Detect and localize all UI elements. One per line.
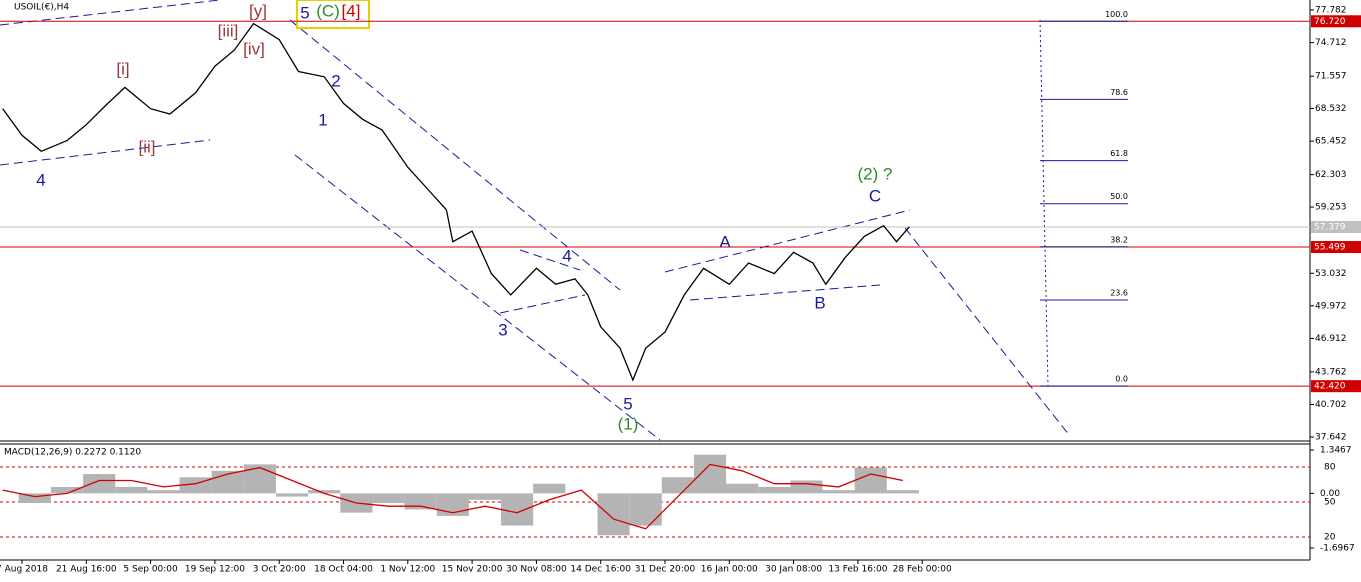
signal-line — [2, 463, 904, 530]
macd-bar — [404, 493, 437, 510]
wave-label: (C) — [316, 1, 340, 20]
macd-bar — [758, 486, 791, 494]
indicator-title: MACD(12,26,9) 0.2272 0.1120 — [4, 448, 141, 458]
y-tick-label: 68.532 — [1315, 104, 1347, 114]
x-tick-label: 15 Nov 20:00 — [442, 565, 503, 575]
fib-label: 61.8 — [1110, 149, 1128, 158]
y-tick-label: -1.6967 — [1320, 543, 1355, 553]
macd-bar — [50, 486, 84, 494]
y-tick-label: 77.782 — [1315, 5, 1347, 15]
y-tick-label: 43.762 — [1315, 367, 1347, 377]
macd-bar — [275, 493, 309, 497]
trend-lines — [0, 0, 1071, 441]
y-tick-label: 74.712 — [1315, 38, 1347, 48]
wave-label: 5 — [623, 394, 632, 413]
x-tick-label: 16 Jan 00:00 — [701, 565, 758, 575]
wave-label: C — [869, 186, 881, 205]
fib-label: 38.2 — [1110, 235, 1128, 244]
wave-label: B — [814, 293, 825, 312]
macd-bar — [501, 493, 534, 526]
x-tick-label: 28 Feb 00:00 — [893, 565, 952, 575]
wave-label: (2) ? — [858, 164, 893, 183]
x-tick-label: 13 Feb 16:00 — [828, 565, 887, 575]
wave-label: [iii] — [218, 21, 239, 40]
macd-bar — [886, 490, 919, 494]
wave-label: [y] — [249, 1, 267, 20]
macd-bar — [83, 474, 116, 494]
x-tick-label: 30 Jan 08:00 — [765, 565, 822, 575]
price-label: 42.420 — [1314, 382, 1346, 392]
x-tick-label: 19 Sep 12:00 — [185, 565, 245, 575]
x-tick-label: 31 Dec 20:00 — [635, 565, 696, 575]
wave-label: 2 — [331, 71, 340, 90]
x-tick-label: 3 Oct 20:00 — [253, 565, 306, 575]
macd-bar — [115, 486, 148, 494]
macd-bar — [147, 490, 180, 494]
fib-label: 100.0 — [1105, 10, 1128, 19]
macd-bar — [597, 493, 630, 536]
macd-bar — [372, 493, 405, 504]
y-tick-label: 59.253 — [1315, 203, 1347, 213]
wave-label: [4] — [342, 1, 361, 20]
y-tick-label: 71.557 — [1315, 72, 1347, 82]
y-tick-label: 40.702 — [1315, 400, 1347, 410]
x-tick-label: 18 Oct 04:00 — [314, 565, 373, 575]
chart-title: USOIL(€),H4 — [14, 3, 69, 13]
macd-bar — [726, 483, 759, 494]
wave-label: 4 — [562, 246, 571, 265]
macd-bar — [790, 480, 823, 494]
macd-bar — [822, 490, 855, 494]
y-tick-label: 37.642 — [1315, 433, 1347, 443]
y-tick-label: 49.972 — [1315, 301, 1347, 311]
macd-bar — [854, 467, 887, 494]
wave-label: [ii] — [139, 137, 156, 156]
price-label: 55.499 — [1314, 243, 1346, 253]
macd-bar — [308, 490, 341, 494]
highlight-box — [296, 0, 370, 29]
x-tick-label: 5 Sep 00:00 — [123, 565, 178, 575]
y-tick-label: 0.00 — [1320, 489, 1340, 499]
wave-label: [i] — [116, 59, 129, 78]
price-label-box — [1311, 221, 1361, 234]
fib-label: 50.0 — [1110, 192, 1128, 201]
macd-bar — [693, 454, 727, 494]
wave-label: 4 — [36, 170, 45, 189]
price-label-box — [1311, 380, 1361, 393]
y-tick-label: 62.303 — [1315, 170, 1347, 180]
price-label-box — [1311, 241, 1361, 254]
y-tick-label: 1.3467 — [1320, 446, 1352, 456]
macd-bar — [629, 493, 662, 526]
y-tick-label: 65.452 — [1315, 137, 1347, 147]
macd-bar — [436, 493, 469, 516]
price-label: 57.379 — [1314, 223, 1346, 233]
x-tick-label: 1 Nov 12:00 — [380, 565, 435, 575]
fib-label: 23.6 — [1110, 289, 1128, 298]
y2-tick-label: 80 — [1324, 463, 1336, 473]
wave-label: 3 — [498, 320, 507, 339]
wave-label: 1 — [318, 110, 327, 129]
x-tick-label: 14 Dec 16:00 — [570, 565, 631, 575]
macd-bar — [18, 493, 51, 504]
price-label-box — [1311, 15, 1361, 28]
wave-label: (1) — [618, 414, 639, 433]
fib-label: 0.0 — [1115, 375, 1128, 384]
y-tick-label: 53.032 — [1315, 269, 1347, 279]
wave-label: A — [719, 232, 731, 251]
fib-label: 78.6 — [1110, 88, 1128, 97]
y-tick-label: 46.912 — [1315, 334, 1347, 344]
macd-bar — [468, 493, 502, 500]
price-label: 76.720 — [1314, 17, 1346, 27]
x-tick-label: 7 Aug 2018 — [0, 565, 48, 575]
y2-tick-label: 50 — [1324, 497, 1336, 507]
macd-bar — [243, 464, 276, 494]
y2-tick-label: 20 — [1324, 532, 1336, 542]
wave-label: [iv] — [243, 39, 265, 58]
macd-bar — [533, 483, 566, 494]
x-tick-label: 30 Nov 08:00 — [506, 565, 567, 575]
x-tick-label: 21 Aug 16:00 — [56, 565, 117, 575]
price-line — [2, 22, 910, 382]
wave-label: 5 — [300, 3, 309, 22]
